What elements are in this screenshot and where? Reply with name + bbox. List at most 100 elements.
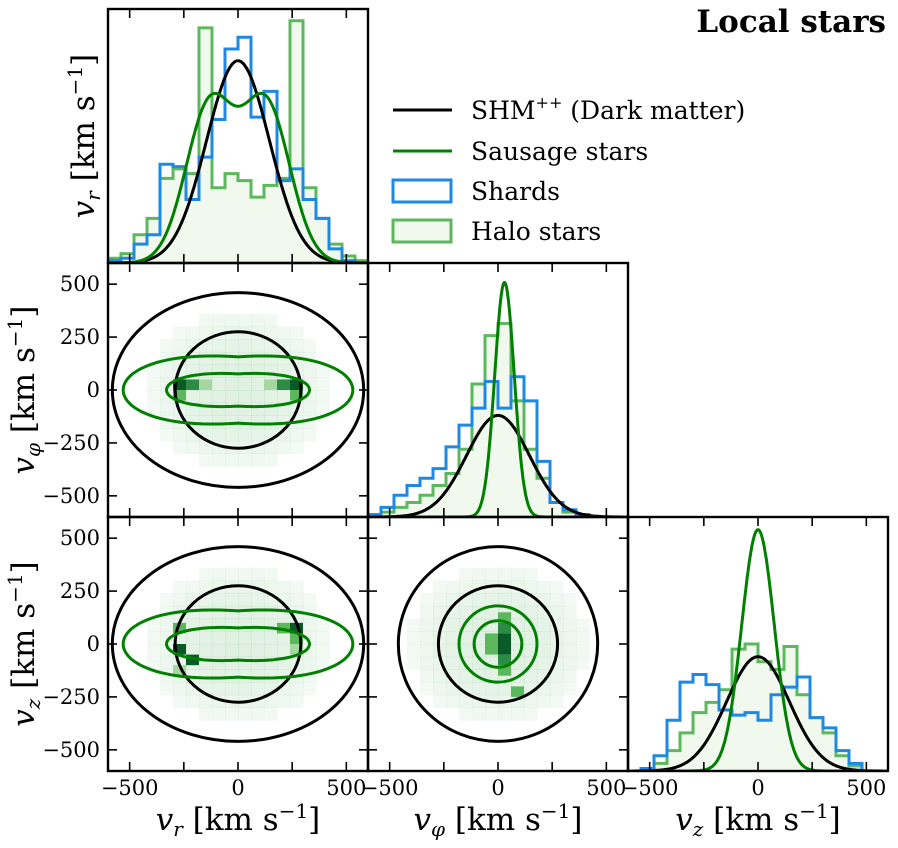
density-cell [212,364,226,378]
halo-bar [238,180,251,263]
diag-panel-vz [628,528,888,771]
density-cell [433,605,447,620]
density-cell [225,618,239,632]
density-cell [160,593,174,607]
density-cell [212,402,226,416]
density-cell [264,631,278,645]
density-cell [238,313,252,327]
ticks-0-0 [128,9,348,263]
density-cell [225,339,239,353]
halo-bar [758,661,771,771]
sausage-contour [164,371,312,409]
density-cell [212,593,226,607]
density-cell [147,631,161,645]
density-cell [251,351,265,366]
density-cell [446,580,460,594]
ticks-0-2: −500 −250 0 250 500 −500 0 500 [42,517,368,800]
density-cell [199,669,213,683]
density-cell [420,618,434,632]
halo-bar [251,197,264,263]
density-cell [498,707,512,721]
density-cell [524,644,538,658]
density-cell [290,326,304,340]
density-cell [550,605,564,620]
density-cell [420,682,434,696]
density-peak [173,379,186,390]
density-cell [251,567,265,581]
density-cell [238,402,252,416]
density-cell [225,707,239,721]
density-cell [186,593,200,607]
ticks-1-2: −500 0 500 [361,517,628,800]
density-cell [147,656,161,670]
density-cell [212,682,226,696]
density-cell [459,707,473,721]
density-peak [173,622,186,634]
density-cell [420,669,434,683]
density-cell [459,605,473,620]
y-tick-label: 500 [60,272,100,296]
density-cell [173,339,187,353]
y-tick-label: −500 [42,738,100,762]
density-cell [524,631,538,645]
sausage-contour [121,354,355,426]
density-cell [186,428,200,442]
density-cell [212,390,226,404]
x-tick-label: 0 [231,776,244,800]
x-tick-label: −500 [361,776,419,800]
density-cell [550,669,564,683]
density-cell [238,669,252,683]
density-cell [498,567,512,581]
density-cell [459,580,473,594]
density-cell [186,631,200,645]
y-tick-label: 0 [87,378,100,402]
density-cell [303,644,317,658]
density-cell [264,694,278,708]
halo-bar [784,646,797,771]
density-cell [199,631,213,645]
sausage-contour [457,604,539,684]
ticks-2-2: −500 0 500 [621,517,886,800]
density-cell [160,364,174,378]
density-cell [524,694,538,708]
density-cell [251,415,265,429]
xlabel-vphi: vφ [km s−1] [413,799,582,841]
legend-item-halo: Halo stars [391,217,601,246]
density-cell [225,567,239,581]
density-cell [446,694,460,708]
density-cell [212,428,226,442]
y-tick-label: −250 [42,685,100,709]
halo-bar [134,234,147,263]
shm-contour [436,584,560,704]
y-tick-label: −250 [42,431,100,455]
x-tick-label: 0 [491,776,504,800]
density-cell [238,390,252,404]
density-cell [316,631,330,645]
x-tick-label: 500 [846,776,886,800]
density-cell [277,694,291,708]
density-cell [316,656,330,670]
density-cell [225,644,239,658]
density-cell [524,567,538,581]
density-cell [420,644,434,658]
density-peak [498,665,511,676]
density-cell [472,707,486,721]
density-cell [303,593,317,607]
density-cell [576,618,590,632]
density-cell [251,682,265,696]
density-cell [251,605,265,620]
density-peak [173,644,186,655]
density-cell [225,390,239,404]
sausage-curve [108,91,368,263]
y-tick-label: 500 [60,526,100,550]
shards-histogram [628,672,888,771]
density-cell [277,631,291,645]
density-cell [277,580,291,594]
density-cell [290,593,304,607]
halo-bar [212,187,225,263]
halo-bar [654,763,667,771]
density-cell [225,682,239,696]
legend-label-shm: SHM++ (Dark matter) [471,93,745,125]
density-cell [199,453,213,467]
density-cell [186,440,200,454]
